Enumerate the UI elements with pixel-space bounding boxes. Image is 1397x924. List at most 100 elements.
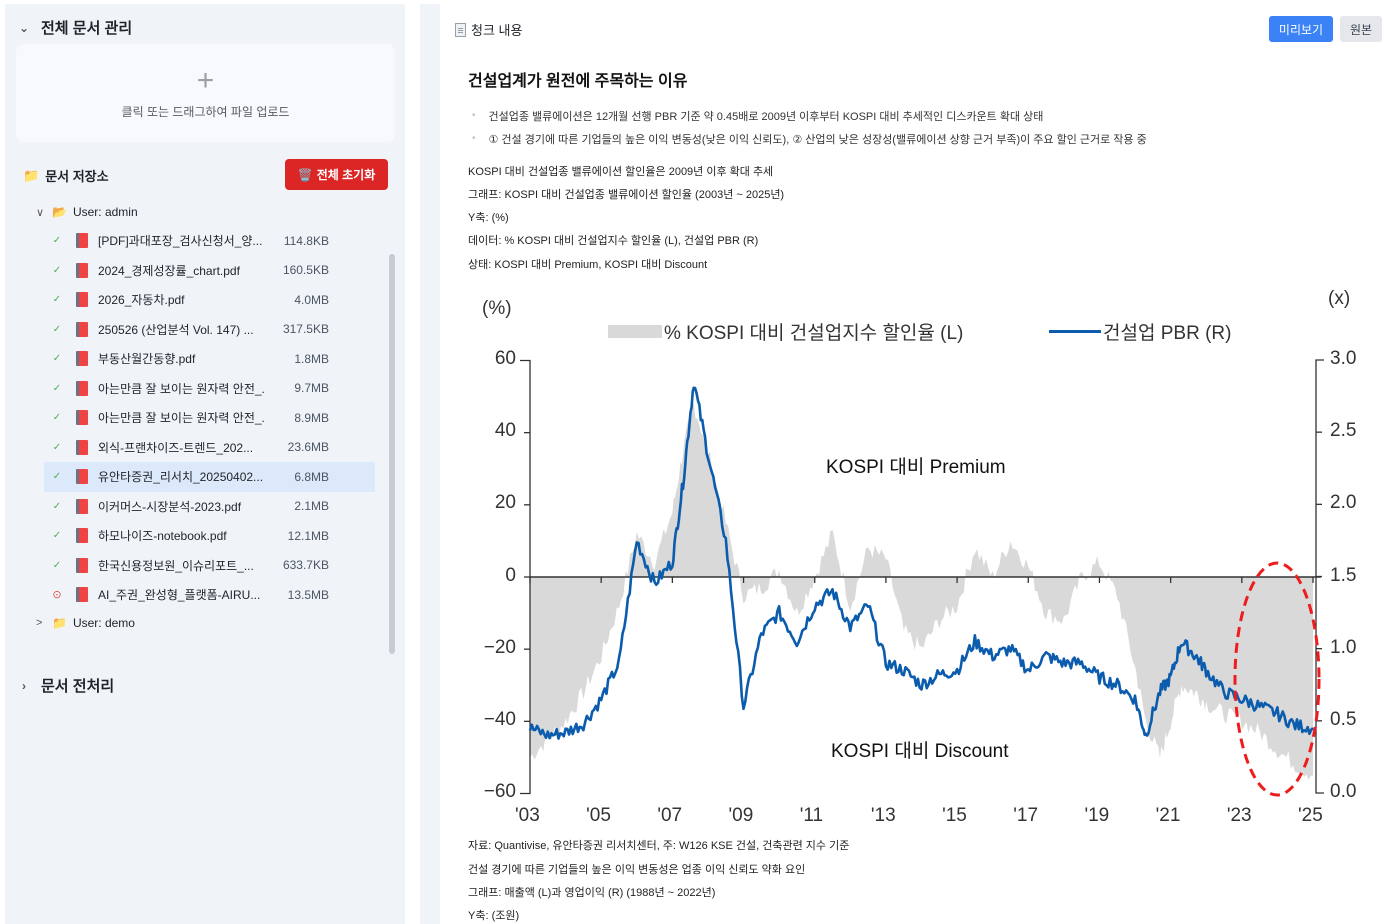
- pdf-file-icon: [76, 380, 88, 396]
- file-size: 4.0MB: [294, 292, 329, 307]
- section-preprocess-header[interactable]: › 문서 전처리: [19, 675, 114, 696]
- file-size: 1.8MB: [294, 351, 329, 366]
- file-size: 6.8MB: [294, 469, 329, 484]
- left-axis-tick: 0: [505, 564, 516, 586]
- file-name: 유안타증권_리서치_20250402....: [98, 470, 264, 485]
- x-axis-tick: '09: [728, 805, 754, 826]
- paragraph: 건설 경기에 따른 기업들의 높은 이익 변동성은 업종 이익 신뢰도 약화 요…: [468, 864, 806, 876]
- x-axis-tick: '15: [942, 805, 967, 826]
- check-icon: ✓: [52, 441, 62, 453]
- file-row[interactable]: ✓ 외식-프랜차이즈-트렌드_202... 23.6MB: [44, 433, 375, 463]
- pdf-file-icon: [76, 351, 88, 367]
- section-manage-header[interactable]: ⌄ 전체 문서 관리: [19, 17, 132, 38]
- chevron-down-icon: ∨: [36, 206, 45, 219]
- folder-open-icon: 📂: [52, 205, 67, 219]
- reset-all-button[interactable]: 🗑️ 전체 초기화: [285, 159, 388, 190]
- x-axis-tick: '25: [1298, 805, 1323, 826]
- pdf-file-icon: [76, 292, 88, 308]
- file-size: 160.5KB: [282, 263, 329, 278]
- file-size: 633.7KB: [282, 558, 329, 573]
- file-row[interactable]: ✓ 이커머스-시장분석-2023.pdf 2.1MB: [44, 492, 375, 522]
- file-name: 2024_경제성장률_chart.pdf: [98, 263, 240, 278]
- chevron-right-icon: >: [36, 617, 43, 629]
- tree-user-label: User: admin: [72, 205, 138, 219]
- file-row[interactable]: ✓ 유안타증권_리서치_20250402.... 6.8MB: [44, 462, 375, 492]
- file-row[interactable]: ✓ 2026_자동차.pdf 4.0MB: [44, 285, 375, 315]
- tree-user-demo[interactable]: > 📁 User: demo: [36, 616, 135, 630]
- right-axis-tick: 1.5: [1330, 564, 1357, 586]
- discount-chart: (%) (x) % KOSPI 대비 건설업지수 할인율 (L) 건설업 PBR…: [440, 285, 1397, 826]
- file-row[interactable]: ✓ 2024_경제성장률_chart.pdf 160.5KB: [44, 256, 375, 286]
- discount-area-series: [530, 402, 1313, 780]
- pdf-file-icon: [76, 498, 88, 514]
- tree-user-admin[interactable]: ∨ 📂 User: admin: [36, 205, 138, 219]
- x-axis-tick: '17: [1013, 805, 1039, 826]
- pdf-file-icon: [76, 321, 88, 337]
- paragraph: 자료: Quantivise, 유안타증권 리서치센터, 주: W126 KSE…: [468, 840, 850, 852]
- file-name: 부동산월간동향.pdf: [98, 352, 196, 367]
- document-icon: [455, 22, 466, 37]
- pdf-file-icon: [76, 233, 88, 249]
- document-heading: 건설업계가 원전에 주목하는 이유: [468, 73, 688, 90]
- pdf-file-icon: [76, 587, 88, 603]
- check-icon: ✓: [52, 235, 62, 247]
- check-icon: ✓: [52, 500, 62, 512]
- pbr-line-series: [528, 386, 1314, 740]
- section-manage-label: 전체 문서 관리: [41, 20, 133, 37]
- file-row[interactable]: ✓ 아는만큼 잘 보이는 원자력 안전_... 8.9MB: [44, 403, 375, 433]
- check-icon: ✓: [52, 471, 62, 483]
- left-axis-tick: −60: [483, 781, 516, 802]
- file-name: 아는만큼 잘 보이는 원자력 안전_...: [98, 411, 264, 426]
- paragraph: 데이터: % KOSPI 대비 건설업지수 할인율 (L), 건설업 PBR (…: [468, 235, 759, 247]
- paragraph: KOSPI 대비 건설업종 밸류에이션 할인율은 2009년 이후 확대 추세: [468, 166, 774, 178]
- file-size: 12.1MB: [287, 528, 329, 543]
- right-axis-tick: 2.5: [1330, 420, 1357, 442]
- file-row[interactable]: ✓ 250526 (산업분석 Vol. 147) ... 317.5KB: [44, 315, 375, 345]
- left-axis-tick: −20: [483, 636, 516, 658]
- legend-line-label: 건설업 PBR (R): [1103, 323, 1232, 344]
- file-size: 2.1MB: [294, 499, 329, 514]
- x-axis-tick: '13: [870, 805, 896, 826]
- chunk-title-label: 청크 내용: [471, 23, 523, 38]
- file-row[interactable]: ✓ 아는만큼 잘 보이는 원자력 안전_... 9.7MB: [44, 374, 375, 404]
- check-icon: ✓: [52, 353, 62, 365]
- chart-plot: [520, 359, 1324, 797]
- paragraph: 그래프: KOSPI 대비 건설업종 밸류에이션 할인율 (2003년 ~ 20…: [468, 189, 785, 201]
- paragraph: 상태: KOSPI 대비 Premium, KOSPI 대비 Discount: [468, 259, 708, 271]
- main-panel: 청크 내용 미리보기 원본 건설업계가 원전에 주목하는 이유 건설업종 밸류에…: [420, 4, 1397, 924]
- section-preprocess-label: 문서 전처리: [41, 678, 115, 695]
- file-row[interactable]: ✓ [PDF]과대포장_검사신청서_양... 114.8KB: [44, 226, 375, 256]
- file-list-scrollbar[interactable]: [389, 254, 395, 654]
- file-row[interactable]: ✓ 한국신용정보원_이슈리포트_... 633.7KB: [44, 551, 375, 581]
- file-row[interactable]: ⊙ AI_주권_완성형_플랫폼-AIRU... 13.5MB: [44, 580, 375, 610]
- pdf-file-icon: [76, 528, 88, 544]
- file-name: 외식-프랜차이즈-트렌드_202...: [98, 440, 254, 455]
- discount-annotation: KOSPI 대비 Discount: [831, 741, 1009, 762]
- file-size: 9.7MB: [294, 381, 329, 396]
- pdf-file-icon: [76, 469, 88, 485]
- pdf-file-icon: [76, 439, 88, 455]
- x-axis-tick: '21: [1155, 805, 1181, 826]
- file-row[interactable]: ✓ 하모나이즈-notebook.pdf 12.1MB: [44, 521, 375, 551]
- preview-button[interactable]: 미리보기: [1269, 16, 1333, 42]
- x-axis-tick: '23: [1226, 805, 1252, 826]
- reset-all-label: 전체 초기화: [316, 168, 376, 182]
- file-size: 23.6MB: [287, 440, 329, 455]
- file-upload-dropzone[interactable]: + 클릭 또는 드래그하여 파일 업로드: [16, 44, 395, 142]
- trash-icon: 🗑️: [297, 167, 313, 182]
- right-axis-tick: 0.5: [1330, 708, 1357, 730]
- raw-button[interactable]: 원본: [1340, 16, 1382, 42]
- file-size: 317.5KB: [282, 322, 329, 337]
- file-row[interactable]: ✓ 부동산월간동향.pdf 1.8MB: [44, 344, 375, 374]
- x-axis-tick: '11: [799, 805, 824, 826]
- plus-icon: +: [196, 63, 215, 97]
- folder-icon: 📁: [52, 616, 67, 630]
- file-name: 250526 (산업분석 Vol. 147) ...: [98, 322, 254, 337]
- file-name: AI_주권_완성형_플랫폼-AIRU...: [98, 588, 261, 603]
- legend-area: % KOSPI 대비 건설업지수 할인율 (L): [608, 318, 963, 345]
- file-size: 13.5MB: [287, 587, 329, 602]
- left-axis-unit: (%): [482, 298, 512, 319]
- chevron-right-icon: ›: [22, 678, 26, 693]
- chevron-down-icon: ⌄: [19, 20, 30, 35]
